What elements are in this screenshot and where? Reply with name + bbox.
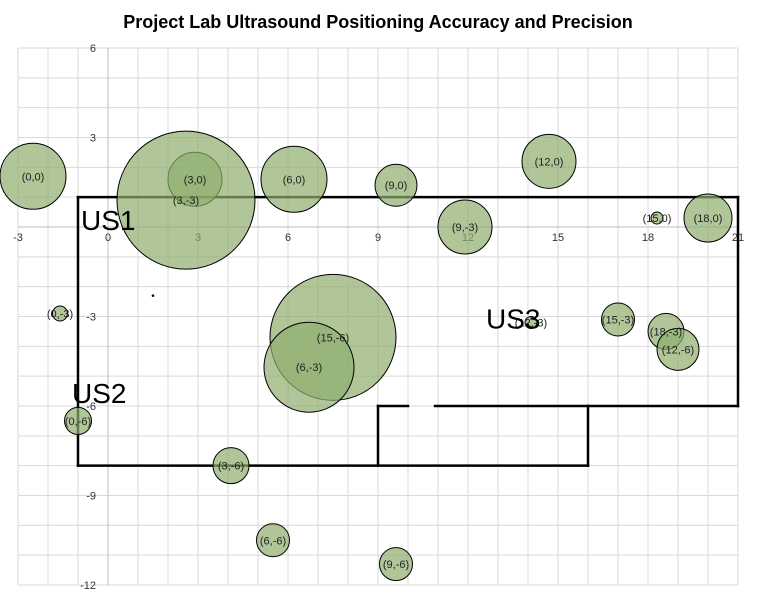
bubble-label: (12,-3): [515, 317, 547, 329]
bubble: [379, 547, 413, 582]
y-tick-label: -12: [80, 580, 96, 592]
bubble-label: (3,-6): [218, 461, 244, 473]
bubble: [524, 315, 538, 329]
marker-dot: [151, 294, 155, 297]
bubble-label: (6,-6): [260, 535, 286, 547]
bubble: [64, 406, 92, 435]
bubble: [116, 130, 256, 270]
x-tick-label: 18: [642, 232, 654, 244]
bubble-label: (12,-6): [662, 344, 694, 356]
bubble-label: (3,-3): [173, 195, 199, 207]
room-label: US3: [486, 303, 540, 334]
bubble-label: (18,-3): [650, 326, 682, 338]
bubble-label: (12,0): [535, 156, 564, 168]
bubble-label: (15,0): [643, 213, 672, 225]
bubble: [374, 163, 418, 207]
bubble: [263, 321, 355, 413]
x-tick-label: 9: [375, 232, 381, 244]
x-tick-label: -3: [13, 232, 23, 244]
bubbles: (0,0) (3,0) (3,-3) (6,0) (9,0) (12,0) (15,0) (1…: [0, 130, 733, 582]
x-tick-label: 6: [285, 232, 291, 244]
room-label: US1: [81, 205, 135, 236]
room-labels: US1 US2 US3: [72, 205, 540, 409]
bubble-label: (15,-6): [317, 332, 349, 344]
y-tick-label: -3: [86, 312, 96, 324]
bubble-label: (0,0): [22, 171, 45, 183]
x-tick-label: 0: [105, 232, 111, 244]
bubble-label: (3,0): [184, 174, 207, 186]
bubble: [650, 211, 664, 225]
y-tick-label: 6: [90, 43, 96, 55]
bubble: [52, 305, 68, 322]
bubble-label: (6,0): [283, 174, 306, 186]
bubble: [260, 145, 328, 213]
bubble: [0, 142, 67, 210]
chart-title: Project Lab Ultrasound Positioning Accur…: [123, 12, 632, 32]
bubble-label: (0,-6): [65, 416, 91, 428]
bubble-label: (9,-6): [383, 559, 409, 571]
bubble: [521, 133, 577, 189]
y-tick-label: 3: [90, 133, 96, 145]
bubble-label: (9,0): [385, 180, 408, 192]
bubble: [656, 327, 700, 371]
room-label: US2: [72, 378, 126, 409]
bubble-label: (18,0): [694, 213, 723, 225]
bubble-label: (9,-3): [452, 222, 478, 234]
bubble: [256, 523, 290, 558]
bubble: [212, 447, 250, 485]
bubble: [437, 199, 493, 255]
bubble-label: (6,-3): [296, 362, 322, 374]
bubble-label: (15,-3): [602, 314, 634, 326]
y-tick-label: -6: [86, 401, 96, 413]
bubble-label: (0,-3): [47, 309, 73, 321]
bubble: [601, 302, 635, 337]
y-tick-label: -9: [86, 491, 96, 503]
x-tick-label: 15: [552, 232, 564, 244]
bubble: [683, 193, 733, 243]
